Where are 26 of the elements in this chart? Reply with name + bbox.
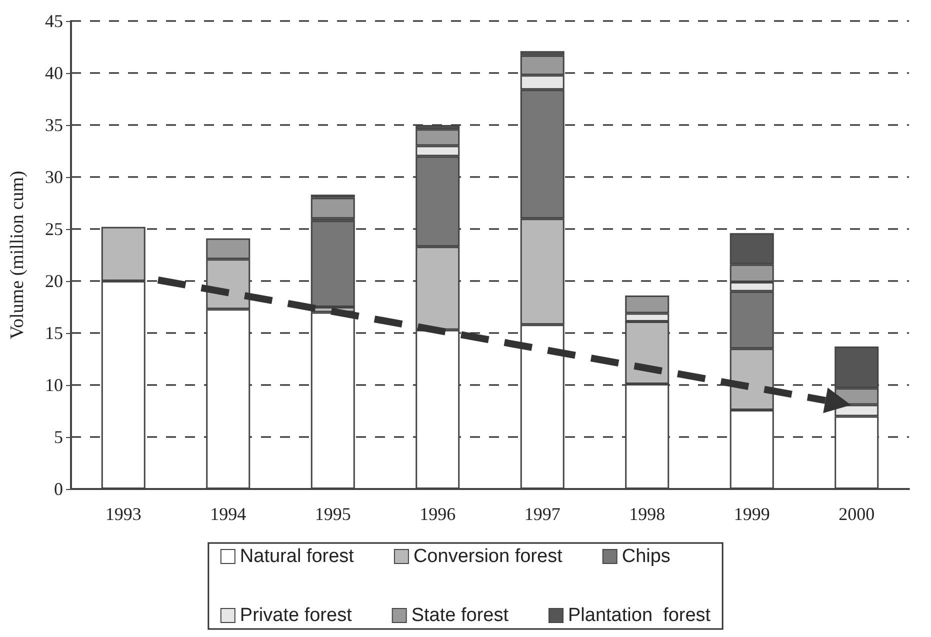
x-tick-label: 1997	[524, 504, 560, 524]
bar	[310, 198, 355, 219]
legend-label: State forest	[411, 605, 510, 626]
legend-label: Natural forest	[240, 546, 355, 567]
y-axis-title: Volume (million cum)	[7, 170, 28, 340]
legend-label: Chips	[622, 546, 670, 567]
y-tick-label: 20	[45, 271, 63, 291]
x-tick-label: 1993	[105, 504, 142, 524]
y-tick-label: 30	[45, 167, 63, 187]
y-tick-label: 25	[45, 219, 63, 239]
y-tick-label: 40	[45, 63, 63, 83]
x-tick-label: 1996	[420, 504, 456, 524]
y-tick-label: 45	[45, 11, 63, 31]
x-tick-label: 1995	[314, 504, 351, 524]
x-tick-label: 1998	[629, 504, 666, 524]
y-tick-label: 5	[54, 427, 63, 447]
y-tick-label: 15	[45, 323, 63, 343]
y-tick-label: 35	[45, 115, 63, 135]
y-tick-label: 0	[54, 479, 63, 499]
x-tick-label: 1994	[210, 504, 246, 524]
legend-label: Conversion forest	[413, 546, 564, 567]
x-tick-label: 1999	[734, 504, 770, 524]
x-tick-label: 2000	[838, 504, 875, 524]
legend-label: Plantation forest	[568, 605, 712, 626]
legend-label: Private forest	[240, 605, 353, 626]
y-tick-label: 10	[45, 375, 63, 395]
